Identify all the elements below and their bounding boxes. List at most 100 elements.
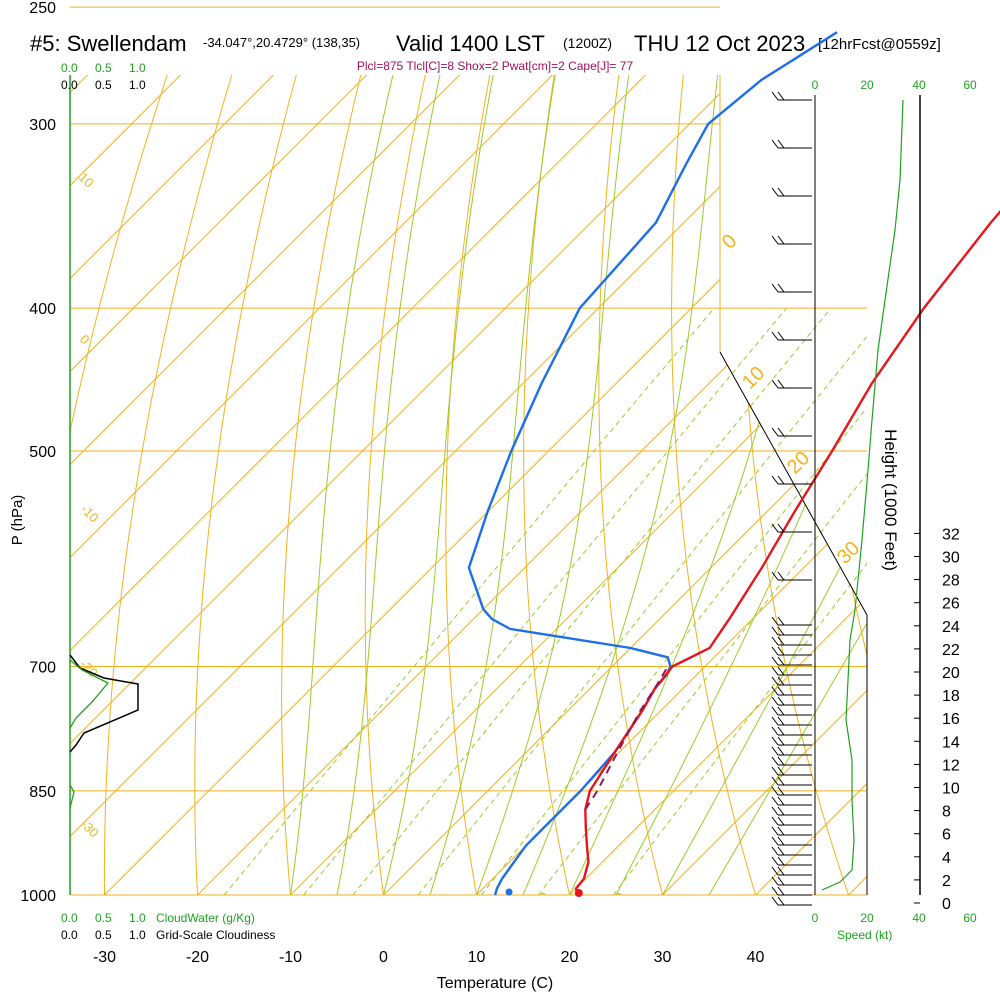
height-tick-label: 24 xyxy=(942,619,960,636)
temperature-tick-label: 20 xyxy=(561,949,579,966)
wind-barbs xyxy=(771,91,812,906)
dry-adiabat-line xyxy=(445,75,504,895)
wind-barb-flag xyxy=(771,746,779,756)
wind-barb-flag xyxy=(777,756,785,766)
wind-barb-flag xyxy=(771,806,779,816)
wind-barb-flag xyxy=(777,331,785,341)
wind-barb-flag xyxy=(777,686,785,696)
valid-date: THU 12 Oct 2023 xyxy=(634,31,805,56)
mixing-ratio-label: 5 xyxy=(411,895,429,911)
mixing-ratio-line xyxy=(613,562,867,895)
moist-adiabat-line xyxy=(290,75,401,895)
temperature-curve xyxy=(574,210,1000,896)
cloudiness-tick-bottom-1: 0.5 xyxy=(95,928,112,942)
mixing-ratio-line xyxy=(480,406,867,895)
wind-barb-flag xyxy=(771,91,779,101)
isotherm-line xyxy=(70,75,342,895)
speed-tick-bottom-60: 60 xyxy=(963,911,977,925)
height-tick-label: 26 xyxy=(942,596,960,613)
dry-adiabat-line xyxy=(598,75,663,895)
x-axis-label: Temperature (C) xyxy=(437,975,553,992)
valid-time: Valid 1400 LST xyxy=(396,31,545,56)
temperature-tick-label: -10 xyxy=(279,949,302,966)
height-tick-label: 32 xyxy=(942,526,960,543)
mixing-ratio-line xyxy=(537,472,867,895)
speed-ticks-bottom: 0 20 40 60 xyxy=(812,911,977,925)
dry-adiabat-line xyxy=(281,75,379,895)
y-axis-label: P (hPa) xyxy=(9,495,26,546)
temperature-tick-label: -20 xyxy=(186,949,209,966)
dry-adiabat-line xyxy=(103,75,254,895)
speed-tick-bottom-20: 20 xyxy=(860,911,874,925)
station-title: #5: Swellendam xyxy=(30,31,187,56)
cloudwater-scale-top: 0.0 0.5 1.0 xyxy=(61,61,146,75)
wind-barb-flag xyxy=(777,636,785,646)
mixing-ratio-label: 3 xyxy=(346,895,364,911)
wind-barb-flag xyxy=(777,656,785,666)
cloudiness-tick-top-2: 1.0 xyxy=(129,78,146,92)
cloudiness-label: Grid-Scale Cloudiness xyxy=(156,928,275,942)
temperature-tick-label: -30 xyxy=(93,949,116,966)
wind-barb-flag xyxy=(771,696,779,706)
speed-label: Speed (kt) xyxy=(837,928,892,942)
wind-barb-flag xyxy=(771,796,779,806)
wind-barb-flag xyxy=(777,696,785,706)
wind-barb-flag xyxy=(777,896,785,906)
pressure-tick-label: 250 xyxy=(29,0,56,17)
wind-barb-flag xyxy=(771,571,779,581)
wind-barb-flag xyxy=(777,846,785,856)
mixing-ratio-lines: 1 2 3 5 8 12 20 xyxy=(218,307,867,911)
wind-barb-flag xyxy=(777,616,785,626)
pressure-tick-label: 850 xyxy=(29,784,56,801)
mixing-ratio-label: 1 xyxy=(218,895,236,911)
temperature-axis-ticks: -30 -20 -10 0 10 20 30 40 xyxy=(93,949,765,966)
wind-barb-flag xyxy=(771,686,779,696)
height-tick-label: 12 xyxy=(942,757,960,774)
wind-barb-flag xyxy=(777,736,785,746)
moist-adiabat-line xyxy=(476,75,640,895)
wind-barb-flag xyxy=(771,816,779,826)
height-tick-label: 30 xyxy=(942,550,960,567)
cloudwater-tick-top-1: 0.5 xyxy=(95,61,112,75)
cloudiness-scale-bottom: 0.0 0.5 1.0 Grid-Scale Cloudiness xyxy=(61,928,275,942)
moist-adiabat-line xyxy=(522,75,727,895)
wind-barb-flag xyxy=(771,766,779,776)
cloudiness-tick-bottom-2: 1.0 xyxy=(129,928,146,942)
wind-barb-flag xyxy=(771,786,779,796)
moist-adiabat-line xyxy=(615,75,867,895)
wind-barb-flag xyxy=(771,846,779,856)
wind-barb-flag xyxy=(777,379,785,389)
surface-dewpoint-marker xyxy=(505,888,513,896)
cloudwater-tick-bottom-0: 0.0 xyxy=(61,911,78,925)
parcel-curve xyxy=(584,665,669,811)
isotherm-line xyxy=(476,75,867,895)
cloudwater-label: CloudWater (g/Kg) xyxy=(156,911,255,925)
dry-adiabat-label: -10 xyxy=(78,502,102,526)
cloudwater-scale-bottom: 0.0 0.5 1.0 CloudWater (g/Kg) xyxy=(61,911,255,925)
stability-indices: Plcl=875 Tlcl[C]=8 Shox=2 Pwat[cm]=2 Cap… xyxy=(357,59,634,73)
wind-barb-flag xyxy=(777,139,785,149)
wind-barb-flag xyxy=(771,475,779,485)
height-tick-label: 18 xyxy=(942,688,960,705)
wind-barb-flag xyxy=(771,139,779,149)
wind-barb-flag xyxy=(771,626,779,636)
speed-ticks-top: 0 20 40 60 xyxy=(812,78,977,92)
moist-adiabat-line xyxy=(383,75,508,895)
wind-barb-flag xyxy=(771,523,779,533)
dry-adiabat-label: -30 xyxy=(78,817,102,841)
wind-barb-flag xyxy=(771,866,779,876)
cloudiness-tick-top-0: 0.0 xyxy=(61,78,78,92)
speed-tick-bottom-40: 40 xyxy=(912,911,926,925)
wind-barb-flag xyxy=(771,666,779,676)
mixing-ratio-line xyxy=(417,335,867,895)
wind-barb-flag xyxy=(771,706,779,716)
wind-barb-flag xyxy=(771,736,779,746)
isotherm-line xyxy=(70,75,435,895)
mixing-ratio-label: 8 xyxy=(474,895,492,911)
wind-barb-flag xyxy=(777,746,785,756)
forecast-info: [12hrFcst@0559z] xyxy=(818,36,941,53)
wind-barb-flag xyxy=(771,826,779,836)
wind-barb-flag xyxy=(771,283,779,293)
